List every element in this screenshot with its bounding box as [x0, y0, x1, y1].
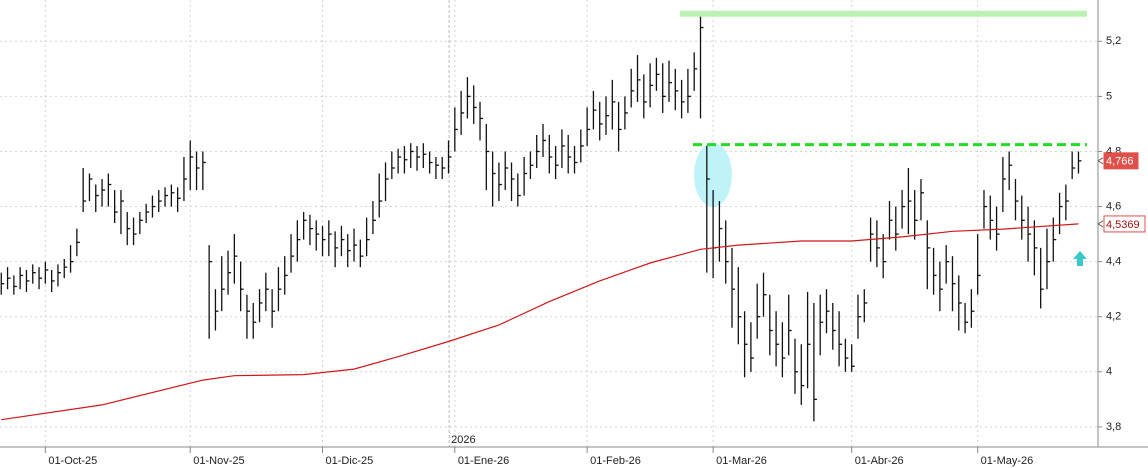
y-tick-label: 4,2 — [1106, 311, 1121, 323]
y-tick-label: 5,2 — [1106, 35, 1121, 47]
x-tick-label: 01-Mar-26 — [716, 455, 767, 467]
y-tick-label: 4,6 — [1106, 200, 1121, 212]
up-arrow — [1073, 251, 1087, 266]
price-pointer — [1097, 157, 1104, 165]
price-label-box — [1103, 215, 1146, 233]
y-tick-label: 3,8 — [1106, 421, 1121, 433]
y-tick-label: 5 — [1106, 90, 1112, 102]
price-label: 4,5369 — [1106, 219, 1140, 231]
x-tick-label: 01-Dic-25 — [326, 455, 374, 467]
price-pointer — [1097, 220, 1104, 228]
price-label-box — [1103, 152, 1139, 170]
x-tick-label: 01-Abr-26 — [855, 455, 904, 467]
moving-average — [1, 223, 1079, 421]
year-label: 2026 — [451, 434, 475, 446]
x-tick-label: 01-Feb-26 — [590, 455, 641, 467]
x-tick-label: 01-May-26 — [981, 455, 1034, 467]
y-tick-label: 4 — [1106, 366, 1112, 378]
x-tick-label: 01-Nov-25 — [193, 455, 244, 467]
y-tick-label: 4,4 — [1106, 256, 1121, 268]
highlight-ellipse — [694, 143, 732, 207]
price-label: 4,766 — [1106, 156, 1134, 168]
x-tick-label: 01-Oct-25 — [48, 455, 97, 467]
x-tick-label: 01-Ene-26 — [458, 455, 509, 467]
